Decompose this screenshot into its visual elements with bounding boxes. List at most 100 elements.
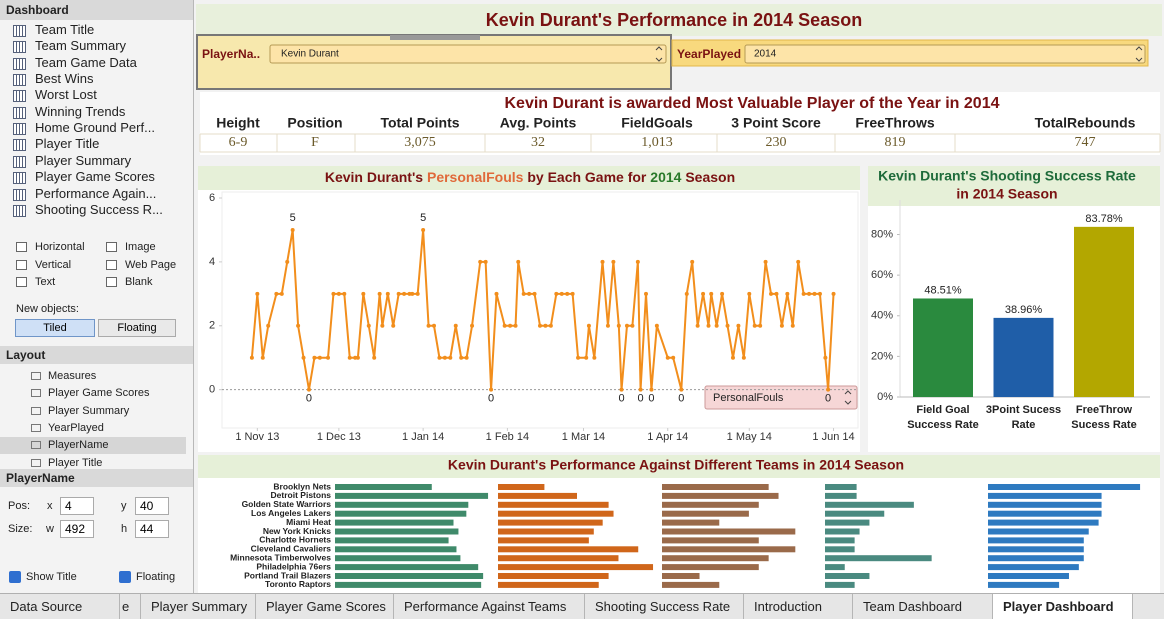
bar — [335, 537, 449, 544]
tiled-button[interactable]: Tiled — [15, 319, 95, 337]
object-item[interactable]: Web Page — [125, 258, 177, 271]
object-item[interactable]: Horizontal — [35, 241, 85, 253]
bar — [662, 537, 759, 544]
object-item[interactable]: Text — [35, 276, 56, 288]
layout-item[interactable]: Measures — [48, 370, 97, 382]
point — [317, 355, 322, 360]
tree-icon — [31, 406, 41, 415]
sheet-item[interactable]: Player Title — [35, 136, 100, 152]
dropdown-arrow — [844, 390, 852, 405]
bar — [988, 484, 1141, 490]
sheet-item[interactable]: Player Summary — [35, 152, 132, 168]
number-input[interactable]: 4 — [60, 497, 94, 515]
sheet-item[interactable]: Best Wins — [35, 71, 94, 87]
object-item[interactable]: Blank — [125, 276, 153, 288]
number-input[interactable]: 492 — [60, 520, 94, 538]
sheet-tab[interactable]: e — [120, 594, 141, 619]
object-item[interactable]: Vertical — [35, 258, 72, 271]
bar — [662, 546, 796, 553]
bar — [988, 573, 1069, 579]
title-part: PersonalFouls — [427, 169, 524, 185]
number-input[interactable]: 44 — [135, 520, 169, 538]
x-tick-label: 1 Apr 14 — [647, 431, 688, 443]
point — [312, 355, 317, 360]
point — [513, 323, 518, 328]
checkbox[interactable] — [9, 571, 21, 583]
sheet-item[interactable]: Player Game Scores — [35, 169, 155, 185]
sheet-item[interactable]: Worst Lost — [35, 87, 97, 103]
sheet-item[interactable]: Performance Again... — [35, 185, 157, 201]
sheet-icon — [13, 188, 26, 201]
point — [260, 355, 265, 360]
point — [301, 355, 306, 360]
bar — [825, 519, 870, 526]
sheet-tab[interactable]: Player Summary — [141, 594, 256, 619]
bar — [335, 501, 469, 508]
point — [483, 259, 488, 264]
layout-item[interactable]: Player Summary — [48, 404, 130, 417]
sheet-icon — [13, 25, 26, 37]
chart-title: in 2014 Season — [956, 186, 1057, 202]
point — [279, 291, 284, 296]
sheet-item[interactable]: Home Ground Perf... — [35, 120, 155, 136]
layout-item[interactable]: YearPlayed — [48, 421, 104, 434]
sheet-tab[interactable]: Performance Against Teams — [394, 594, 585, 619]
selected-row — [0, 437, 186, 455]
point — [508, 323, 513, 328]
point — [459, 355, 464, 360]
point — [470, 323, 475, 328]
point — [649, 387, 654, 392]
point — [801, 291, 806, 296]
summary-header: FreeThrows — [855, 115, 935, 131]
title-part: Kevin Durant's — [325, 169, 427, 185]
point — [326, 355, 330, 360]
point — [336, 291, 341, 296]
data-label: 0 — [678, 393, 684, 405]
point — [779, 323, 784, 328]
point — [790, 323, 795, 328]
legend-dropdown[interactable] — [704, 385, 858, 410]
sheet-tab[interactable]: Player Dashboard — [993, 594, 1133, 619]
bar — [498, 492, 577, 499]
data-label: 0 — [306, 393, 312, 405]
team-label: New York Knicks — [263, 526, 331, 536]
sheet-icon — [13, 74, 26, 87]
year-dropdown[interactable] — [744, 44, 1146, 64]
layout-item[interactable]: Player Game Scores — [48, 387, 150, 400]
sheet-item[interactable]: Team Summary — [35, 38, 127, 54]
bar — [988, 519, 1099, 526]
plot-frame — [221, 191, 859, 429]
bar — [335, 581, 482, 588]
team-label: Miami Heat — [286, 517, 331, 527]
layout-item[interactable]: PlayerName — [48, 439, 109, 452]
sheet-item[interactable]: Team Title — [35, 22, 95, 37]
layout-item[interactable]: Player Title — [48, 456, 103, 469]
point — [342, 291, 347, 296]
sheet-tab[interactable]: Player Game Scores — [256, 594, 394, 619]
point — [532, 291, 537, 296]
checkbox[interactable] — [119, 571, 131, 583]
y-tick-label: 80% — [871, 228, 893, 240]
player-dropdown[interactable] — [269, 44, 667, 64]
point — [266, 323, 271, 328]
bar — [988, 492, 1102, 499]
sheet-tab[interactable]: Shooting Success Rate — [585, 594, 744, 619]
floating-button[interactable]: Floating — [98, 319, 176, 337]
object-icon — [106, 242, 117, 252]
field-label: Pos: — [8, 500, 31, 512]
sheet-item[interactable]: Shooting Success R... — [35, 201, 163, 217]
object-item[interactable]: Image — [125, 241, 156, 253]
sheet-item[interactable]: Winning Trends — [35, 103, 126, 119]
drag-handle[interactable] — [390, 35, 480, 40]
bar — [335, 492, 489, 499]
point — [421, 227, 426, 232]
x-tick-label: 1 Jun 14 — [812, 431, 854, 443]
number-input[interactable]: 40 — [135, 497, 169, 515]
y-tick-label: 0 — [209, 384, 215, 396]
sheet-tab[interactable]: Team Dashboard — [853, 594, 993, 619]
sheet-tab[interactable]: Introduction — [744, 594, 853, 619]
sheet-tab[interactable]: Data Source — [0, 594, 120, 619]
point — [432, 323, 436, 328]
sheet-item[interactable]: Team Game Data — [35, 54, 137, 70]
point — [355, 355, 360, 360]
